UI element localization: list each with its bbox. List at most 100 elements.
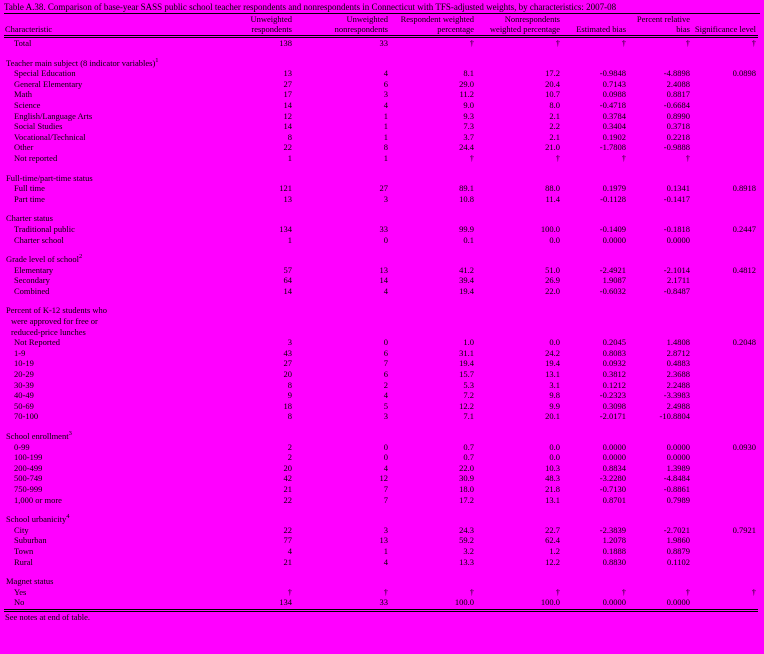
cell-col-5: 0.1979 <box>602 183 626 194</box>
cell-col-2: 33 <box>379 38 389 48</box>
cell-col-5: 0.8083 <box>602 347 626 358</box>
cell-col-4: 2.2 <box>549 121 560 132</box>
cell-col-4: 88.0 <box>545 183 560 194</box>
cell-col-2: 1 <box>383 121 388 132</box>
cell-col-1: † <box>287 586 292 597</box>
cell-col-2: 6 <box>383 369 388 380</box>
cell-col-3: 19.4 <box>459 285 474 296</box>
cell-col-6: -3.3983 <box>663 390 690 401</box>
cell-col-1: 2 <box>287 441 292 452</box>
row-label: Full time <box>14 183 45 194</box>
cell-col-1: 22 <box>283 142 293 153</box>
table-row: Traditional public 134 33 99.9 100.0 -0.1409 -… <box>4 224 758 235</box>
cell-col-1: 134 <box>279 597 292 608</box>
cell-col-4: 22.0 <box>545 285 560 296</box>
cell-col-3: 0.7 <box>463 441 474 452</box>
row-label: 1-9 <box>14 347 26 358</box>
cell-col-3: 11.2 <box>459 89 474 100</box>
cell-col-5: 0.0000 <box>602 441 626 452</box>
cell-col-4: 11.4 <box>545 193 560 204</box>
section-row: Grade level of school2 <box>4 254 758 265</box>
cell-col-5: -0.2323 <box>599 390 626 401</box>
cell-col-5: 0.8834 <box>602 462 626 473</box>
cell-col-6: -0.9888 <box>663 142 690 153</box>
row-label: Part time <box>14 193 45 204</box>
cell-col-2: 4 <box>383 556 388 567</box>
row-label: Secondary <box>14 275 50 286</box>
spacer-row <box>4 567 758 576</box>
table-row: General Elementary 27 6 29.0 20.4 0.7143 2.408… <box>4 79 758 90</box>
cell-col-7: 0.2048 <box>732 337 756 348</box>
cell-col-7 <box>692 452 758 463</box>
cell-col-6: -0.1818 <box>663 223 690 234</box>
section-label: Percent of K-12 students who <box>6 305 108 316</box>
cell-col-1: 14 <box>283 285 293 296</box>
cell-col-4: 17.2 <box>545 68 560 79</box>
footnote-marker: 1 <box>155 57 159 64</box>
spacer-row <box>4 505 758 514</box>
cell-col-4: 0.0 <box>549 452 560 463</box>
cell-col-1: 22 <box>283 494 293 505</box>
cell-col-5: -0.1128 <box>600 193 626 204</box>
spacer-cell <box>4 505 758 514</box>
cell-col-5: 0.8830 <box>602 556 626 567</box>
cell-col-7 <box>692 132 758 143</box>
cell-col-5: † <box>621 152 626 163</box>
cell-col-6: -2.7021 <box>663 524 690 535</box>
section-label: Magnet status <box>6 576 54 587</box>
cell-col-3: 15.7 <box>459 369 474 380</box>
spacer-cell <box>4 422 758 431</box>
cell-col-7 <box>692 484 758 495</box>
cell-col-1: 21 <box>283 483 293 494</box>
cell-col-4: 0.0 <box>549 441 560 452</box>
cell-col-1: 8 <box>287 131 292 142</box>
cell-col-3: 0.7 <box>463 452 474 463</box>
cell-col-6: -4.8898 <box>663 68 690 79</box>
cell-col-6: † <box>685 38 690 48</box>
bottom-rule <box>4 608 758 612</box>
cell-col-3: 9.0 <box>463 99 474 110</box>
table-row: Combined 14 4 19.4 22.0 -0.6032 -0.8487 <box>4 286 758 297</box>
cell-col-3: 29.0 <box>459 78 474 89</box>
row-label: Not Reported <box>14 337 61 348</box>
table-row: English/Language Arts 12 1 9.3 2.1 0.3784 0.89… <box>4 111 758 122</box>
cell-col-7: 0.4812 <box>732 264 756 275</box>
section-row: School urbanicity4 <box>4 514 758 525</box>
cell-col-5: -1.7808 <box>599 142 626 153</box>
cell-col-2: 0 <box>383 234 388 245</box>
section-label: School enrollment3 <box>6 431 72 441</box>
cell-col-6: 0.2218 <box>666 131 690 142</box>
cell-col-6: 2.3688 <box>666 369 690 380</box>
cell-col-6: 1.9860 <box>666 535 690 546</box>
cell-col-2: 13 <box>379 535 389 546</box>
table-row: Special Education 13 4 8.1 17.2 -0.9848 -4.889… <box>4 68 758 79</box>
cell-col-4: † <box>555 152 560 163</box>
section-label: Charter status <box>6 213 53 224</box>
cell-col-2: 8 <box>383 142 388 153</box>
cell-col-3: 41.2 <box>459 264 474 275</box>
column-header-2: Unweighted nonrespondents <box>294 14 390 38</box>
cell-col-4: 8.0 <box>549 99 560 110</box>
cell-col-4: 3.1 <box>549 379 560 390</box>
cell-col-4: 21.0 <box>545 142 560 153</box>
spacer-cell <box>4 49 758 58</box>
section-label: Teacher main subject (8 indicator variab… <box>6 57 159 68</box>
cell-col-3: 12.2 <box>459 400 474 411</box>
cell-col-1: 12 <box>283 110 293 121</box>
table-header: Characteristic Unweighted respondents Unwe… <box>4 14 758 38</box>
cell-col-2: 33 <box>379 597 389 608</box>
cell-col-5: † <box>621 38 626 48</box>
cell-col-4: 9.9 <box>549 400 560 411</box>
table-row: Not reported 1 1 † † † † <box>4 153 758 164</box>
section-label: School urbanicity4 <box>6 514 70 525</box>
section-row: Magnet status <box>4 576 758 587</box>
row-label: Rural <box>14 556 33 567</box>
cell-col-2: † <box>383 586 388 597</box>
cell-col-1: 57 <box>283 264 293 275</box>
column-header-1: Unweighted respondents <box>232 14 294 38</box>
cell-col-1: 1 <box>287 234 292 245</box>
cell-col-1: 18 <box>283 400 293 411</box>
cell-col-6: 0.8990 <box>666 110 690 121</box>
cell-col-4: 10.3 <box>545 462 560 473</box>
cell-col-7: † <box>751 586 756 597</box>
